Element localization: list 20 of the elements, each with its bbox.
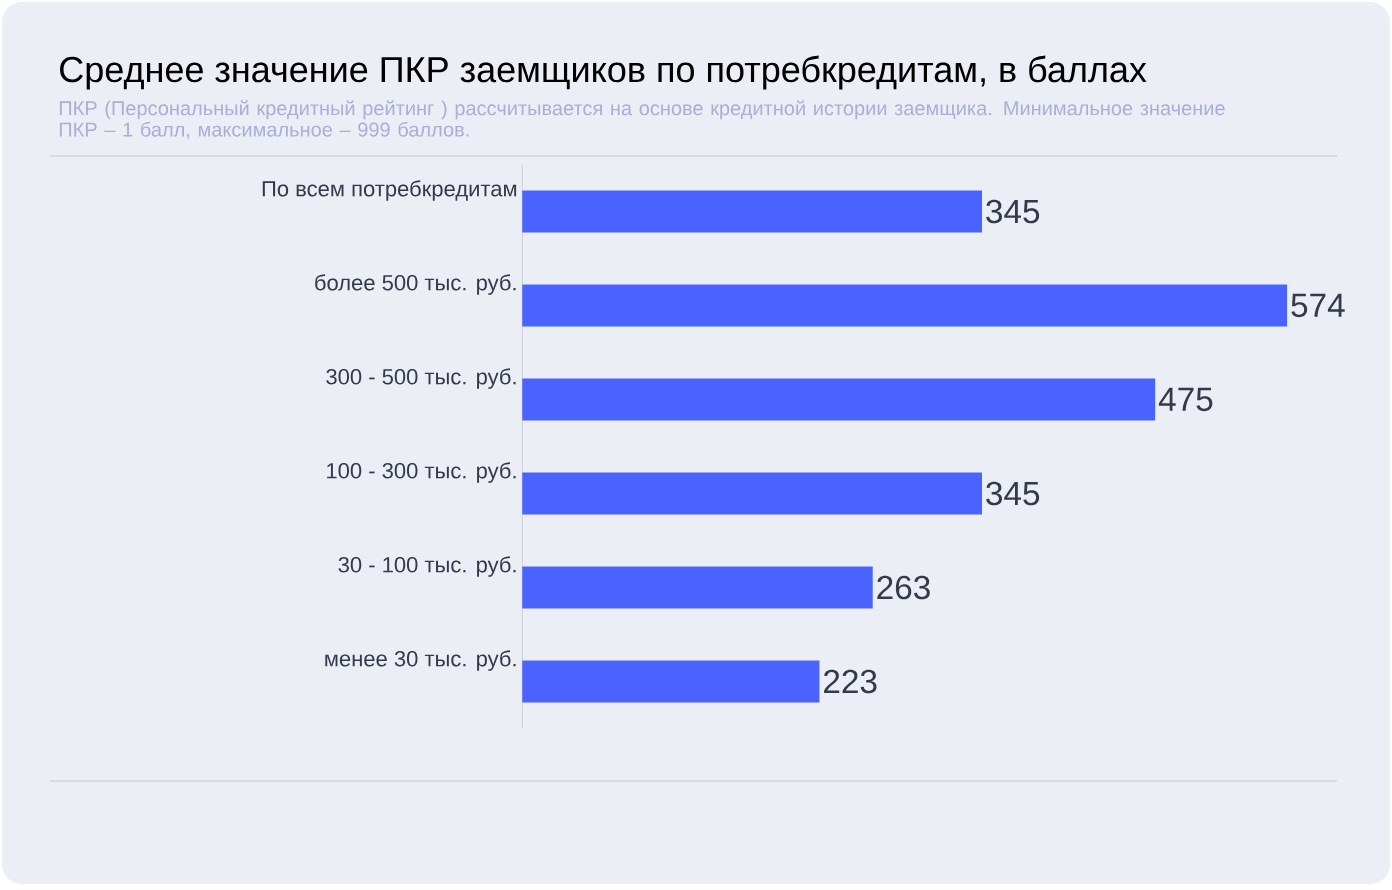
bar [522,566,873,609]
y-tick-label: По всем потребкредитам [262,180,517,201]
data-label: 263 [877,575,930,600]
y-tick-label: 30 - 100 тыс. руб. [338,556,516,577]
data-label: 574 [1291,293,1345,318]
chart-title: Среднее значение ПКР заемщиков по потребкредитам, в баллах [60,55,1147,90]
bar [522,472,982,515]
data-label: 345 [986,199,1040,224]
y-tick-label: менее 30 тыс. руб. [325,650,516,671]
bar [522,660,820,703]
chart-subtitle: ПКР (Персональный кредитный рейтинг ) рассчитывается на основе кредитной истории заемщика. Минимальное значение ПКР – 1 балл, максимальное – 999 баллов. [59,100,1225,139]
bar [522,190,982,233]
y-tick-label: 300 - 500 тыс. руб. [326,368,516,389]
data-label: 223 [824,669,877,694]
data-label: 475 [1158,387,1213,412]
y-tick-label: более 500 тыс. руб. [315,274,516,295]
bar [522,378,1156,421]
data-label: 345 [986,481,1040,506]
bar [522,284,1288,327]
y-tick-label: 100 - 300 тыс. руб. [327,462,516,483]
